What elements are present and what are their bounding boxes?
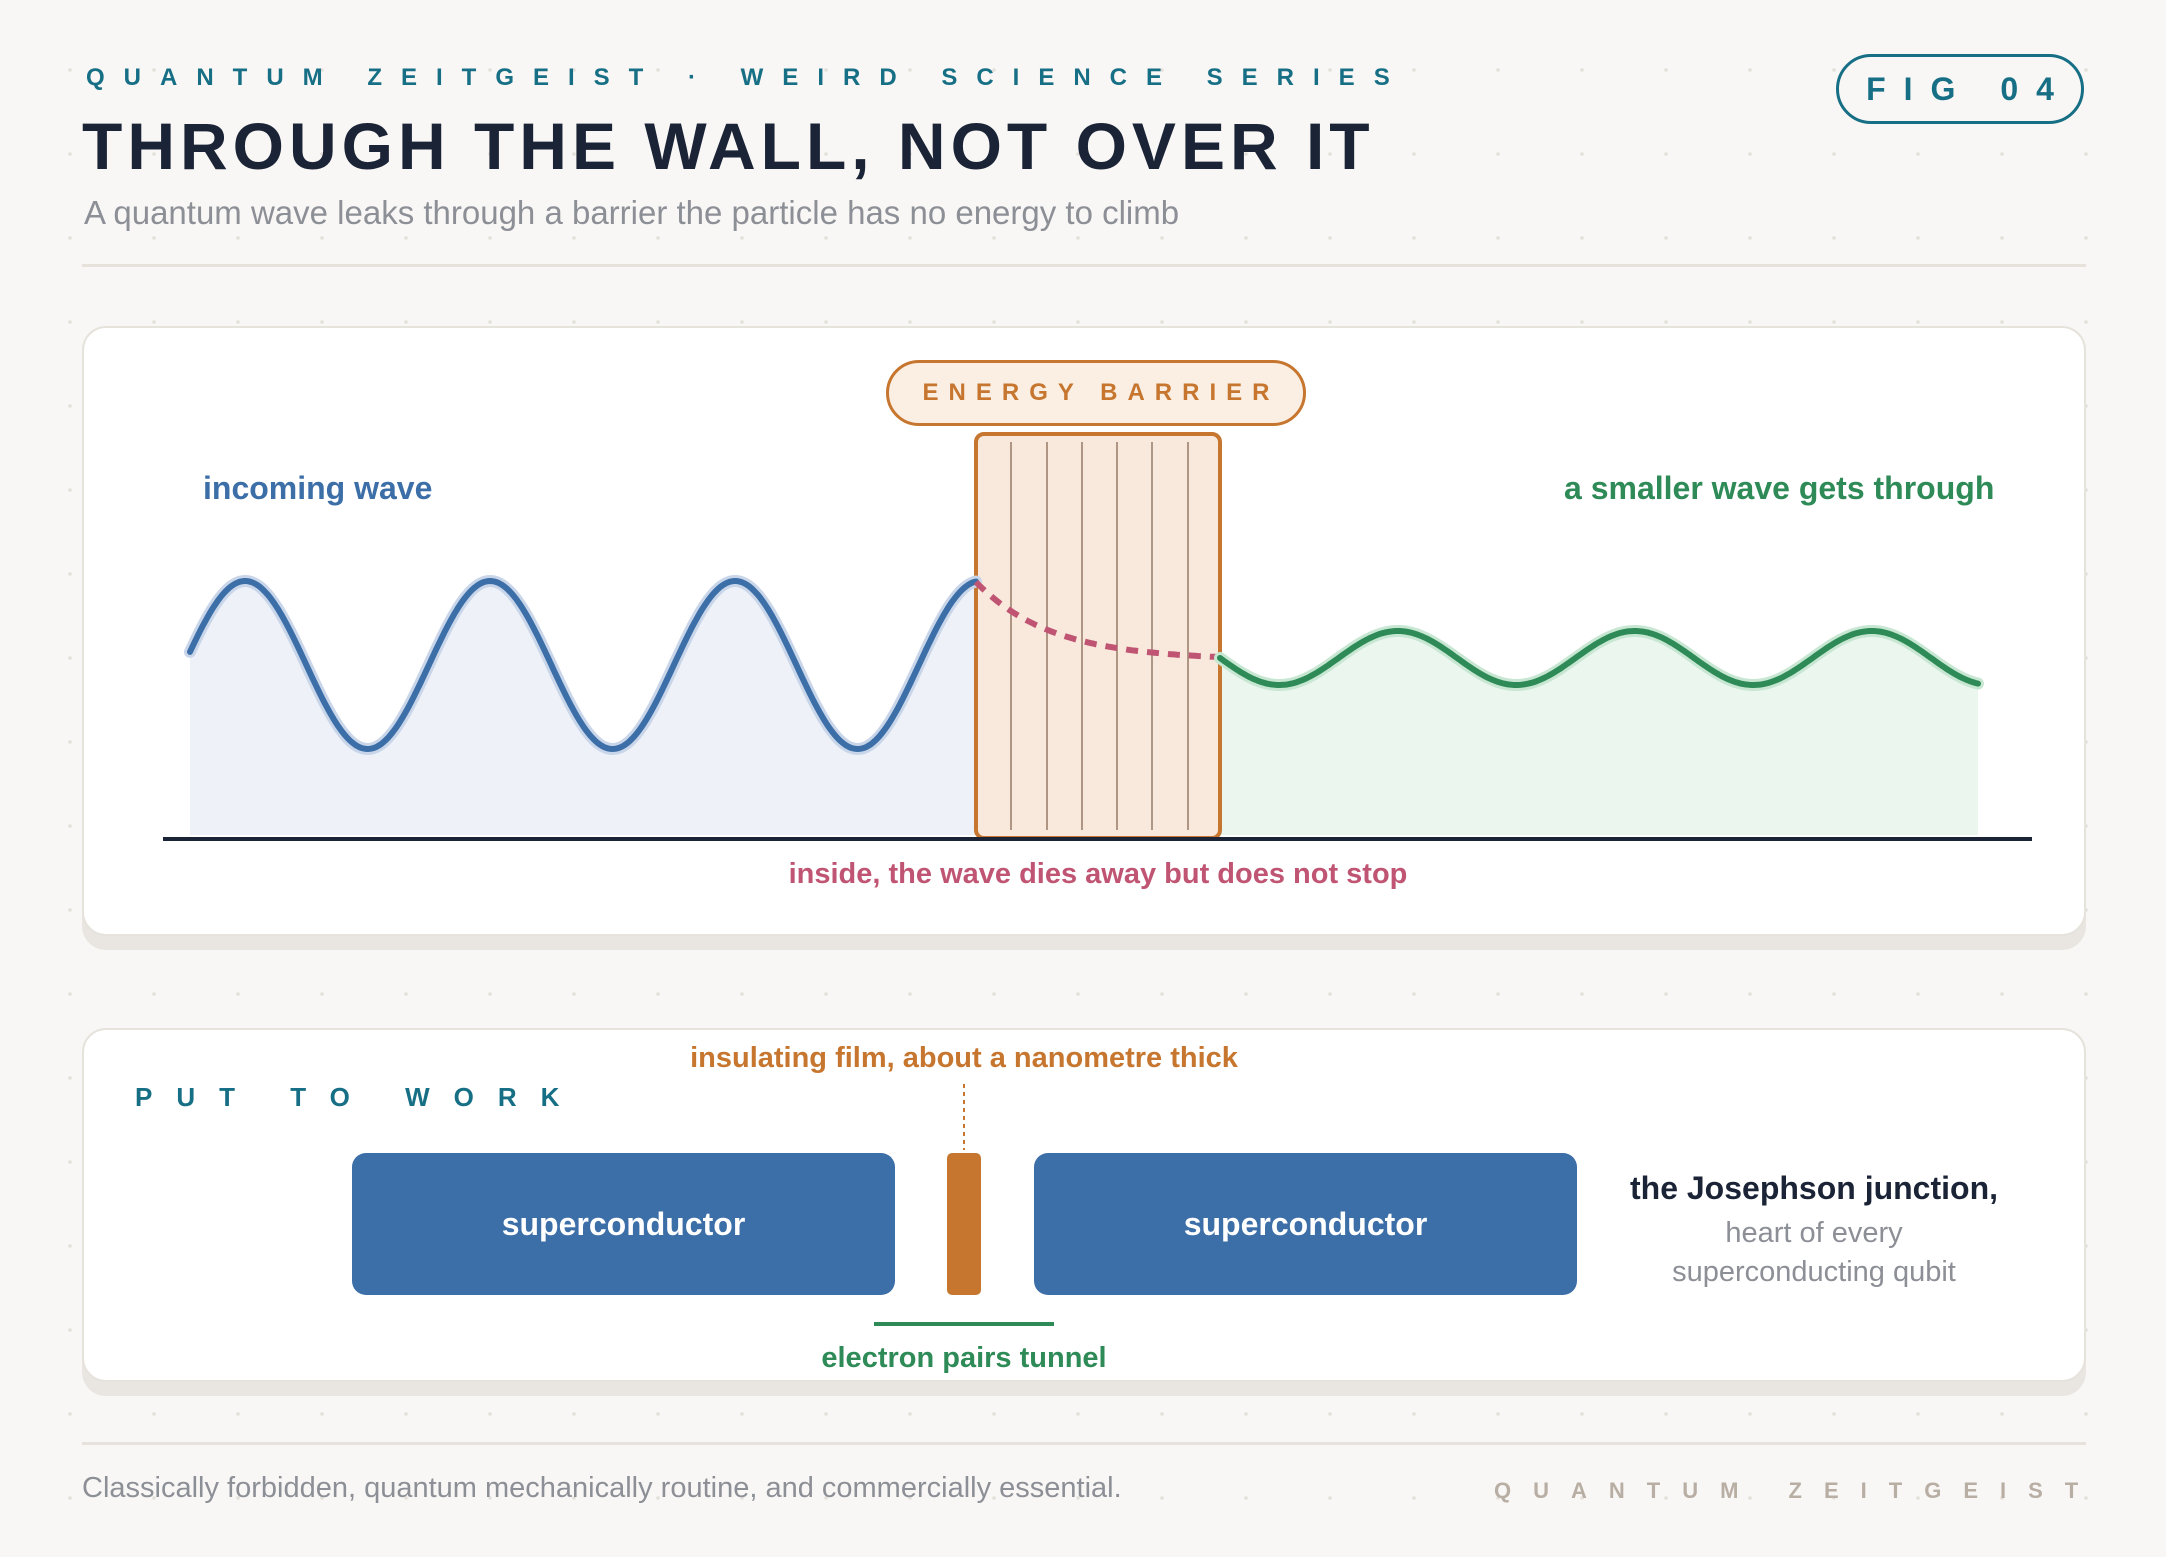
barrier-hatching bbox=[1010, 442, 1189, 830]
superconductor-right: superconductor bbox=[1034, 1153, 1577, 1295]
tunnel-label: electron pairs tunnel bbox=[821, 1342, 1107, 1374]
junction-caption-title: the Josephson junction, bbox=[1629, 1170, 1998, 1206]
superconductor-left: superconductor bbox=[352, 1153, 895, 1295]
junction-caption-line1: heart of every bbox=[1725, 1217, 1903, 1249]
transmitted-wave-fill bbox=[1220, 631, 1978, 835]
incoming-wave bbox=[187, 577, 979, 753]
page-subtitle: A quantum wave leaks through a barrier t… bbox=[84, 194, 1180, 231]
energy-barrier-label: ENERGY BARRIER bbox=[922, 379, 1280, 406]
footer-brand: QUANTUM ZEITGEIST bbox=[1494, 1478, 2101, 1503]
series-kicker: QUANTUM ZEITGEIST · WEIRD SCIENCE SERIES bbox=[86, 64, 1409, 91]
incoming-wave-fill bbox=[190, 581, 976, 835]
footer-divider bbox=[82, 1442, 2086, 1445]
decaying-wave bbox=[973, 579, 1217, 660]
incoming-wave-label: incoming wave bbox=[203, 470, 433, 506]
figure-badge: FIG 04 bbox=[1836, 54, 2084, 124]
transmitted-wave bbox=[1217, 628, 1981, 688]
header-divider bbox=[82, 264, 2086, 267]
page-title: THROUGH THE WALL, NOT OVER IT bbox=[82, 109, 1375, 183]
decay-label: inside, the wave dies away but does not … bbox=[788, 858, 1408, 890]
footer-tagline: Classically forbidden, quantum mechanica… bbox=[82, 1472, 1122, 1504]
junction-caption: the Josephson junction, heart of every s… bbox=[1596, 1170, 2032, 1289]
energy-barrier-tag: ENERGY BARRIER bbox=[886, 360, 1306, 426]
junction-caption-line2: superconducting qubit bbox=[1672, 1256, 1956, 1288]
film-label: insulating film, about a nanometre thick bbox=[690, 1042, 1238, 1074]
insulating-film bbox=[947, 1153, 981, 1295]
transmitted-wave-label: a smaller wave gets through bbox=[1564, 470, 1995, 506]
section-label: PUT TO WORK bbox=[135, 1082, 584, 1112]
